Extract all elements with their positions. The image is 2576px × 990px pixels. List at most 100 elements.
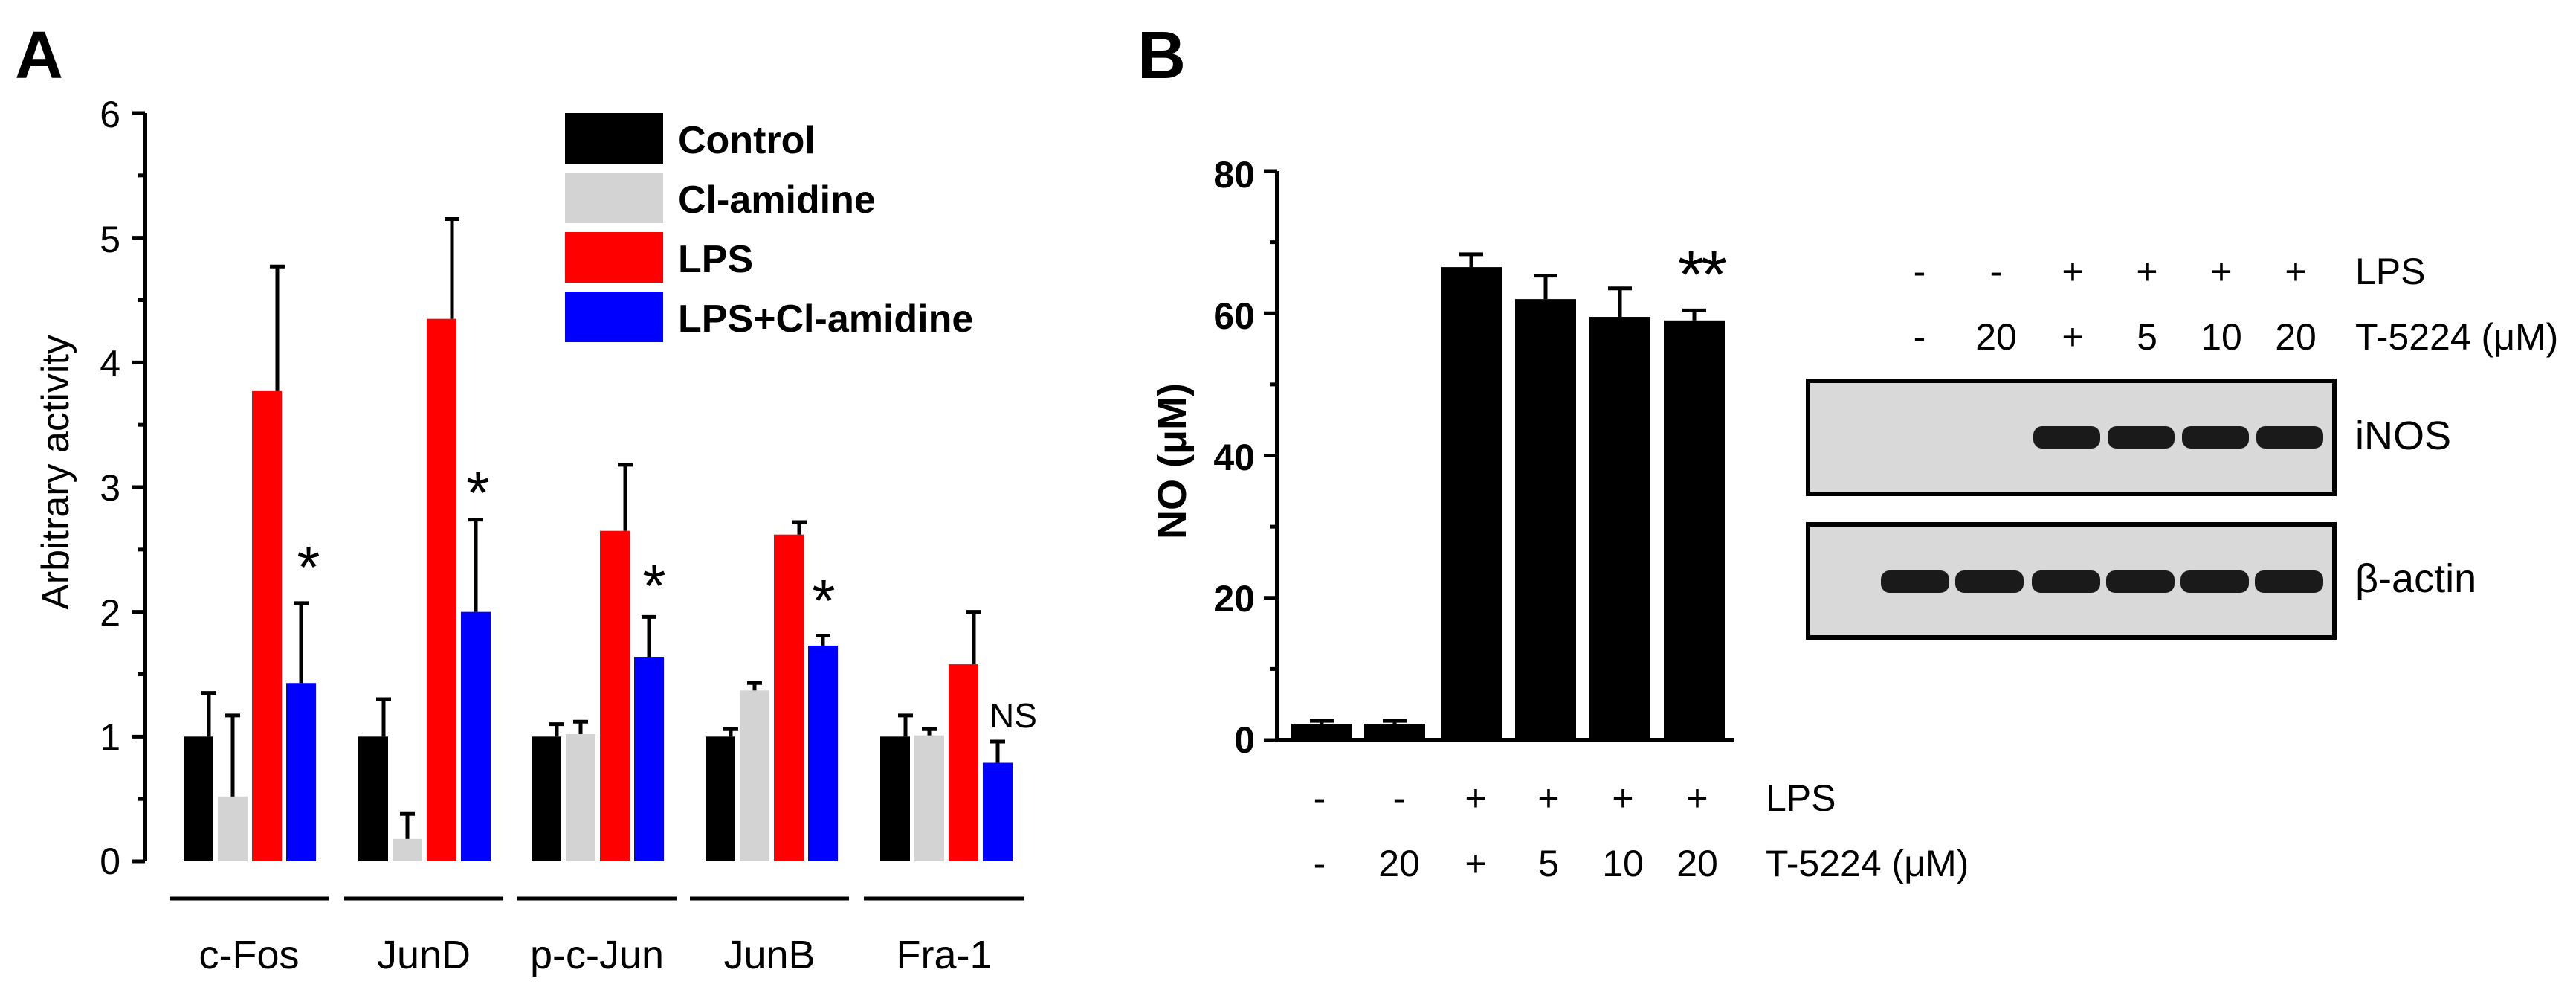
panel-b-y-tick-label: 0	[1234, 719, 1255, 761]
bar-lps	[949, 664, 978, 861]
blot-lps-label: LPS	[2355, 251, 2426, 292]
t5224-cell: -	[1314, 843, 1326, 884]
blot-t5224-cell: 20	[2275, 316, 2317, 358]
panel-a-y-axis	[132, 111, 147, 864]
panel-a-legend: Control Cl-amidine LPS LPS+Cl-amidine	[565, 113, 973, 342]
band-actin	[2180, 570, 2249, 593]
band-inos	[2033, 426, 2100, 449]
bar-control	[184, 736, 213, 861]
bar-lps-cl-amidine	[634, 657, 664, 861]
panel-b: B NO (μM) 0 20 40 60 80 ** - - + + + + L…	[1137, 19, 2558, 884]
blot-header: - - + + + + LPS - 20 + 5 10 20 T-5224 (μ…	[1914, 251, 2559, 358]
panel-a-y-tick-label: 5	[100, 219, 120, 260]
significance-star: *	[642, 553, 665, 619]
bar-cl-amidine	[393, 838, 422, 861]
panel-b-y-tick-labels: 0 20 40 60 80	[1213, 154, 1255, 761]
legend-label: LPS+Cl-amidine	[678, 298, 973, 341]
lps-cell: +	[1537, 777, 1559, 819]
bar-lps	[774, 534, 804, 861]
t5224-cell: +	[1465, 843, 1486, 884]
band-inos	[2256, 426, 2323, 449]
blot-lps-cell: +	[2285, 251, 2306, 292]
blot-lps-cell: -	[1914, 251, 1926, 292]
significance-star: *	[466, 460, 489, 526]
panel-a-y-tick-label: 2	[100, 592, 120, 634]
blot-lps-cell: +	[2062, 251, 2083, 292]
panel-a-y-tick-label: 6	[100, 94, 120, 135]
bar-cl-amidine	[566, 733, 595, 861]
legend-label: LPS	[678, 238, 753, 281]
band-actin	[2106, 570, 2175, 593]
panel-a-y-tick-label: 4	[100, 343, 120, 385]
legend-swatch-cl-amidine	[565, 173, 663, 223]
bar-no	[1364, 724, 1425, 740]
ns-label: NS	[990, 696, 1037, 735]
bar-no	[1589, 317, 1650, 740]
bar-cl-amidine	[740, 690, 769, 861]
bar-control	[880, 736, 910, 861]
panel-a-y-tick-label: 3	[100, 467, 120, 509]
panel-a-y-tick-labels: 0 1 2 3 4 5 6	[100, 94, 120, 882]
t5224-cell: 10	[1602, 843, 1644, 884]
lps-cell: +	[1612, 777, 1633, 819]
band-inos	[2182, 426, 2249, 449]
band-actin	[1955, 570, 2024, 593]
bar-cl-amidine	[218, 796, 248, 861]
significance-star: *	[812, 568, 835, 634]
bar-lps	[427, 318, 456, 861]
blot-t5224-cell: -	[1914, 316, 1926, 358]
panel-b-y-axis-label: NO (μM)	[1150, 383, 1195, 539]
blot-t5224-cell: 10	[2201, 316, 2242, 358]
bar-no	[1515, 299, 1576, 740]
band-actin	[1881, 570, 1949, 593]
lps-row-label: LPS	[1766, 777, 1836, 819]
bar-lps-cl-amidine	[983, 762, 1013, 861]
panel-a-annotations: * * * * NS	[297, 460, 1037, 735]
blot-t5224-label: T-5224 (μM)	[2355, 316, 2558, 358]
blot-t5224-cell: 5	[2137, 316, 2157, 358]
blot-lps-cell: +	[2136, 251, 2157, 292]
bar-cl-amidine	[914, 735, 944, 861]
legend-label: Cl-amidine	[678, 179, 876, 222]
bar-no	[1441, 267, 1502, 740]
legend-label: Control	[678, 119, 816, 162]
bar-control	[532, 736, 561, 861]
legend-swatch-lps	[565, 232, 663, 283]
blot-lps-cell: -	[1990, 251, 2003, 292]
lps-cell: -	[1393, 777, 1406, 819]
panel-b-label: B	[1137, 19, 1186, 93]
panel-a-group-labels: c-Fos JunD p-c-Jun JunB Fra-1	[199, 933, 992, 977]
panel-a-label: A	[15, 19, 63, 93]
panel-a: A Arbitrary activity 0 1 2 3 4 5 6 c-	[15, 19, 1037, 977]
bar-control	[358, 736, 388, 861]
group-label: JunD	[377, 933, 471, 977]
t5224-row-label: T-5224 (μM)	[1766, 843, 1969, 884]
panel-b-y-tick-label: 60	[1213, 295, 1255, 337]
group-label: Fra-1	[896, 933, 992, 977]
panel-b-y-tick-label: 20	[1213, 578, 1255, 620]
inos-bands	[2033, 426, 2323, 449]
lps-cell: -	[1314, 777, 1326, 819]
band-actin	[2032, 570, 2100, 593]
group-label: c-Fos	[199, 933, 300, 977]
blot-t5224-cell: +	[2062, 316, 2083, 358]
bar-no	[1664, 320, 1725, 740]
bar-lps	[252, 390, 282, 861]
panel-b-y-tick-label: 80	[1213, 154, 1255, 196]
lps-cell: +	[1686, 777, 1708, 819]
panel-a-y-tick-label: 1	[100, 716, 120, 758]
panel-a-y-tick-label: 0	[100, 840, 120, 882]
t5224-cell: 5	[1538, 843, 1559, 884]
panel-b-bars	[1291, 252, 1725, 740]
panel-b-y-tick-label: 40	[1213, 437, 1255, 478]
t5224-cell: 20	[1378, 843, 1420, 884]
blot-band-label: β-actin	[2355, 556, 2476, 601]
bar-lps-cl-amidine	[808, 645, 838, 861]
bar-lps	[600, 530, 630, 861]
band-actin	[2255, 570, 2323, 593]
panel-a-bars	[184, 217, 1013, 861]
blot-lps-cell: +	[2210, 251, 2232, 292]
actin-bands	[1881, 570, 2323, 593]
bar-control	[706, 736, 735, 861]
